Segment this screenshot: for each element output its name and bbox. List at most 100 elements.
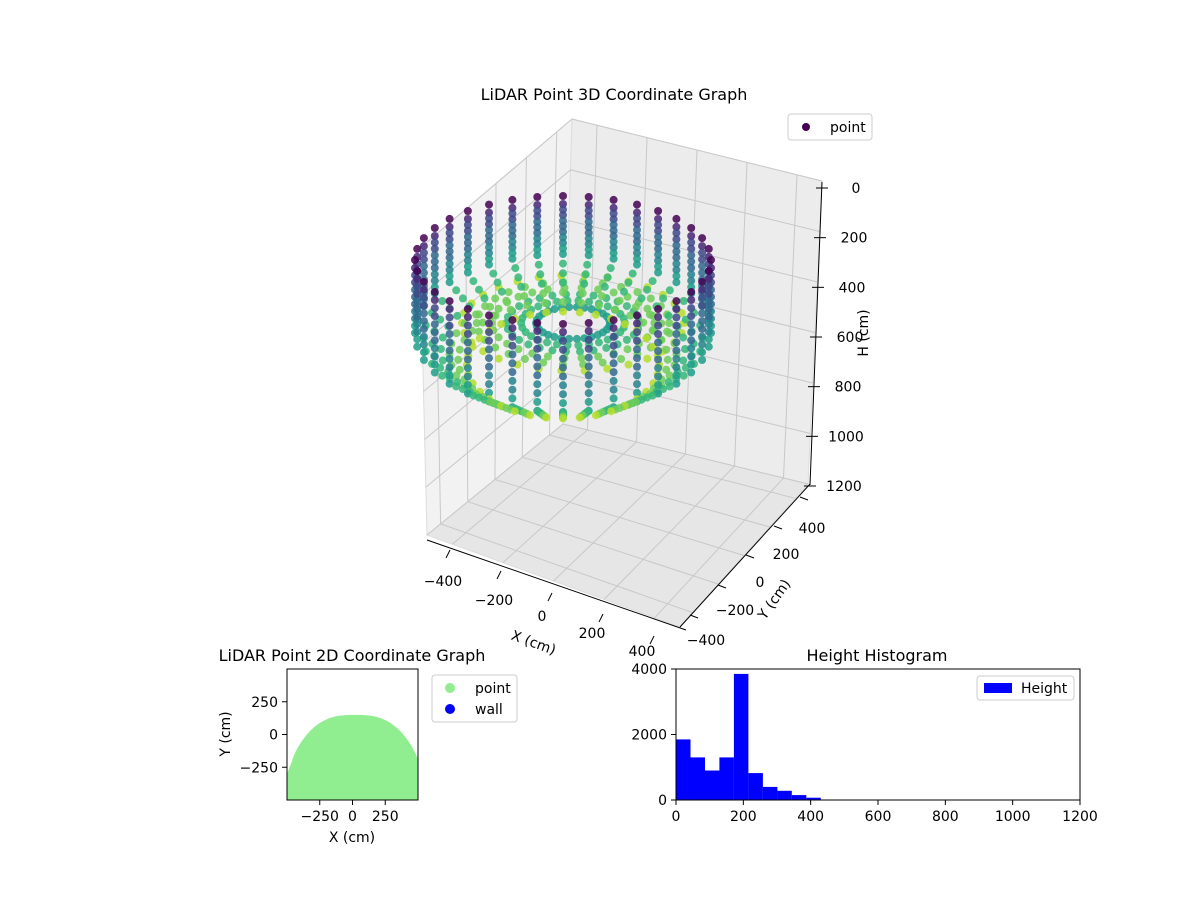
data-point-3d	[413, 297, 422, 306]
data-point-3d	[654, 262, 663, 271]
data-point-3d	[508, 359, 517, 368]
data-point-3d	[533, 380, 542, 389]
histogram-bar	[791, 795, 807, 800]
data-point-3d	[672, 371, 681, 380]
data-point-3d	[598, 358, 607, 367]
data-point-3d	[419, 248, 428, 257]
data-point-3d	[559, 414, 567, 423]
data-point-3d	[578, 289, 587, 298]
data-point-3d	[584, 335, 593, 344]
data-point-3d	[633, 388, 641, 397]
data-point-3d	[485, 231, 493, 240]
data-point-3d	[633, 200, 641, 209]
x-tick-label-hist: 800	[932, 809, 959, 825]
data-point-3d	[504, 288, 513, 297]
data-point-3d	[584, 319, 593, 327]
data-point-3d	[463, 207, 472, 215]
data-point-3d	[523, 301, 532, 310]
data-point-3d	[654, 268, 663, 277]
data-point-3d	[687, 232, 696, 240]
data-point-3d	[654, 347, 663, 355]
data-point-3d	[445, 305, 454, 314]
data-point-3d	[672, 259, 681, 268]
data-point-3d	[654, 220, 663, 229]
data-point-3d	[463, 238, 472, 247]
grid-line	[549, 434, 796, 499]
z-tick-label-3d: 200	[841, 231, 868, 247]
legend-histogram-box	[976, 675, 1075, 701]
data-point-3d	[485, 345, 493, 354]
data-point-3d	[413, 267, 422, 276]
y-tick-label-2d: −250	[240, 760, 278, 776]
data-point-3d	[654, 244, 663, 253]
data-point-3d	[463, 226, 472, 235]
y-tick-label-3d: 200	[773, 547, 800, 563]
data-point-3d	[584, 389, 593, 398]
data-point-3d	[494, 304, 503, 313]
histogram-bar	[777, 790, 792, 800]
data-point-3d	[533, 234, 542, 243]
data-point-3d	[463, 338, 472, 347]
data-point-3d	[413, 305, 422, 314]
x-tick-label-3d: 400	[629, 644, 656, 660]
data-point-3d	[664, 311, 673, 320]
data-point-3d	[458, 294, 467, 303]
data-point-3d	[672, 354, 681, 363]
chart-2d: LiDAR Point 2D Coordinate Graph −250 0 250…	[218, 646, 518, 846]
data-point-3d	[631, 302, 640, 311]
data-point-3d	[687, 288, 696, 296]
data-point-3d	[548, 346, 557, 355]
data-point-3d	[565, 303, 574, 312]
data-point-3d	[609, 288, 618, 297]
data-point-3d	[559, 363, 567, 372]
data-point-3d	[665, 329, 674, 338]
y-tick-label-2d: 0	[269, 728, 278, 744]
y-tick-3d	[773, 525, 783, 530]
data-point-3d	[559, 298, 567, 306]
data-point-3d	[430, 263, 439, 272]
data-point-3d	[623, 345, 632, 354]
data-point-3d	[698, 348, 707, 357]
data-point-3d	[672, 330, 681, 338]
y-tick-3d	[745, 554, 755, 559]
data-point-3d	[539, 358, 548, 367]
data-point-3d	[633, 319, 641, 328]
data-point-3d	[508, 209, 517, 218]
data-point-3d	[559, 200, 567, 208]
data-point-3d	[494, 333, 503, 342]
data-point-3d	[637, 294, 646, 303]
data-point-3d	[485, 237, 493, 246]
data-point-3d	[438, 333, 447, 342]
data-point-3d	[475, 285, 483, 294]
data-point-3d	[485, 380, 493, 389]
ticks-histogram: 0 200 400 600 800 1000 1200 0 2000 4000	[631, 662, 1097, 825]
data-point-3d	[413, 312, 422, 321]
data-point-3d	[646, 294, 655, 303]
x-tick-3d	[649, 635, 655, 645]
data-point-3d	[533, 319, 542, 327]
data-point-3d	[533, 335, 542, 344]
x-tick-3d	[496, 570, 502, 580]
data-point-3d	[698, 332, 707, 341]
data-point-3d	[508, 243, 517, 252]
data-point-3d	[654, 226, 663, 235]
data-point-3d	[413, 275, 422, 284]
data-point-3d	[704, 267, 713, 276]
data-point-3d	[430, 360, 439, 369]
data-point-3d	[672, 305, 681, 314]
data-point-3d	[672, 235, 681, 244]
data-point-3d	[536, 270, 545, 279]
data-point-3d	[463, 372, 472, 381]
data-point-3d	[639, 318, 648, 327]
data-point-3d	[654, 207, 663, 215]
x-tick-label-3d: 200	[579, 626, 606, 642]
data-point-3d	[463, 250, 472, 259]
data-point-3d	[687, 270, 696, 279]
data-point-3d	[672, 265, 681, 274]
data-point-3d	[508, 341, 517, 350]
data-point-3d	[559, 238, 567, 247]
data-point-3d	[672, 379, 681, 388]
data-point-3d	[633, 254, 641, 263]
data-point-3d	[704, 244, 713, 253]
data-point-3d	[419, 348, 428, 357]
